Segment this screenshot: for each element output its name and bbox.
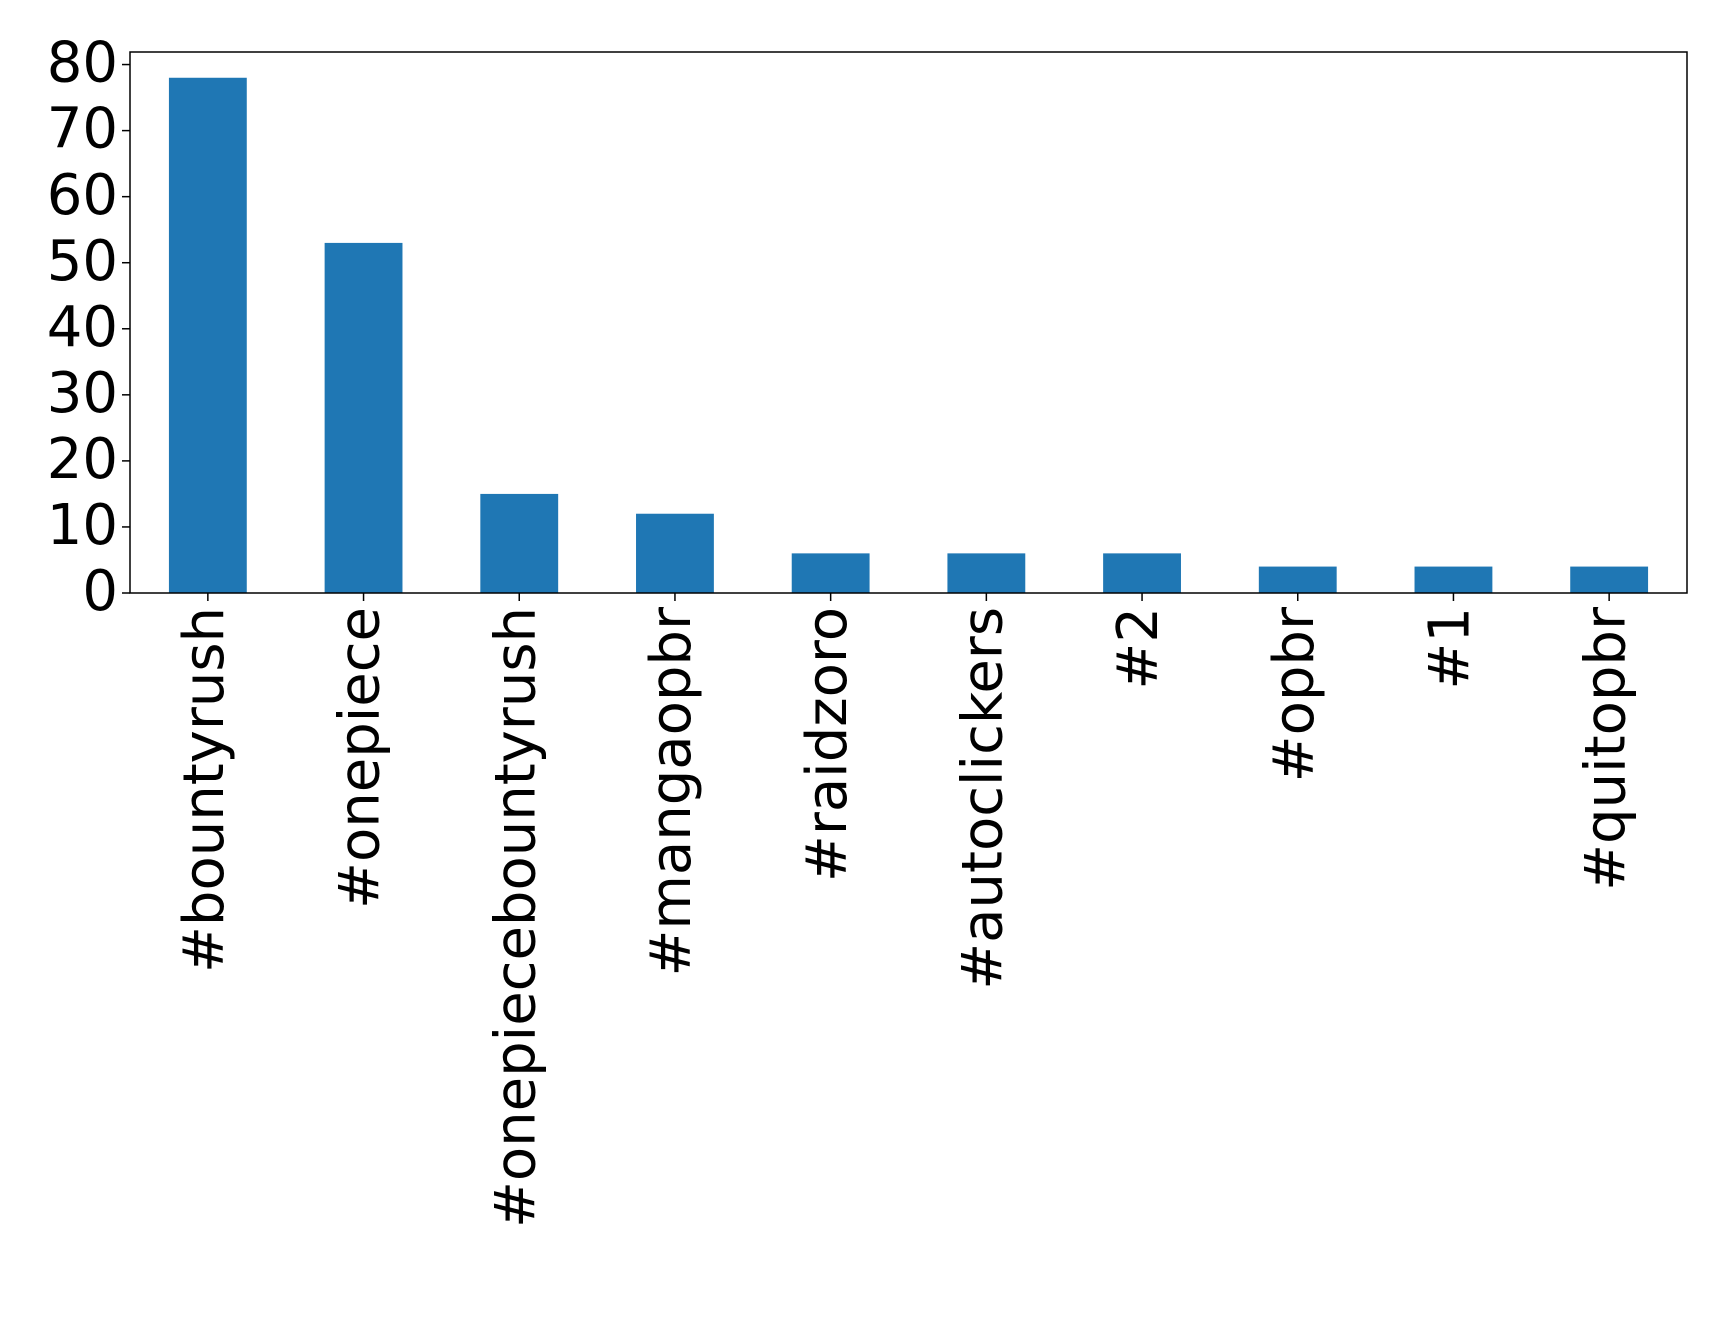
y-tick-label: 40 xyxy=(47,295,118,360)
bar xyxy=(636,513,714,593)
x-tick-label: #1 xyxy=(1418,607,1483,690)
x-tick-label: #2 xyxy=(1106,607,1171,690)
bar xyxy=(947,553,1026,593)
x-tick-label: #onepiece xyxy=(328,607,393,909)
bar xyxy=(1414,566,1493,593)
bar xyxy=(791,553,870,593)
x-tick-label: #quitopbr xyxy=(1573,606,1638,891)
bar xyxy=(1103,553,1181,593)
y-tick-label: 10 xyxy=(47,493,118,558)
bar xyxy=(480,493,559,593)
x-tick-label: #onepiecebountyrush xyxy=(483,607,548,1228)
y-tick-label: 50 xyxy=(47,229,118,294)
bar xyxy=(1570,566,1649,593)
y-tick-label: 60 xyxy=(47,163,118,228)
bar xyxy=(1258,566,1337,593)
y-tick-label: 80 xyxy=(47,31,118,96)
x-tick-label: #bountyrush xyxy=(172,607,237,973)
x-tick-label: #mangaopbr xyxy=(639,606,704,977)
x-tick-label: #autoclickers xyxy=(950,607,1015,990)
x-tick-label: #raidzoro xyxy=(795,607,860,882)
y-tick-label: 70 xyxy=(47,97,118,162)
y-tick-label: 20 xyxy=(47,427,118,492)
bar xyxy=(324,242,403,593)
bar xyxy=(168,77,247,593)
y-tick-label: 0 xyxy=(82,559,118,624)
x-tick-label: #opbr xyxy=(1262,606,1327,782)
y-tick-label: 30 xyxy=(47,361,118,426)
plot-frame xyxy=(129,51,1688,594)
